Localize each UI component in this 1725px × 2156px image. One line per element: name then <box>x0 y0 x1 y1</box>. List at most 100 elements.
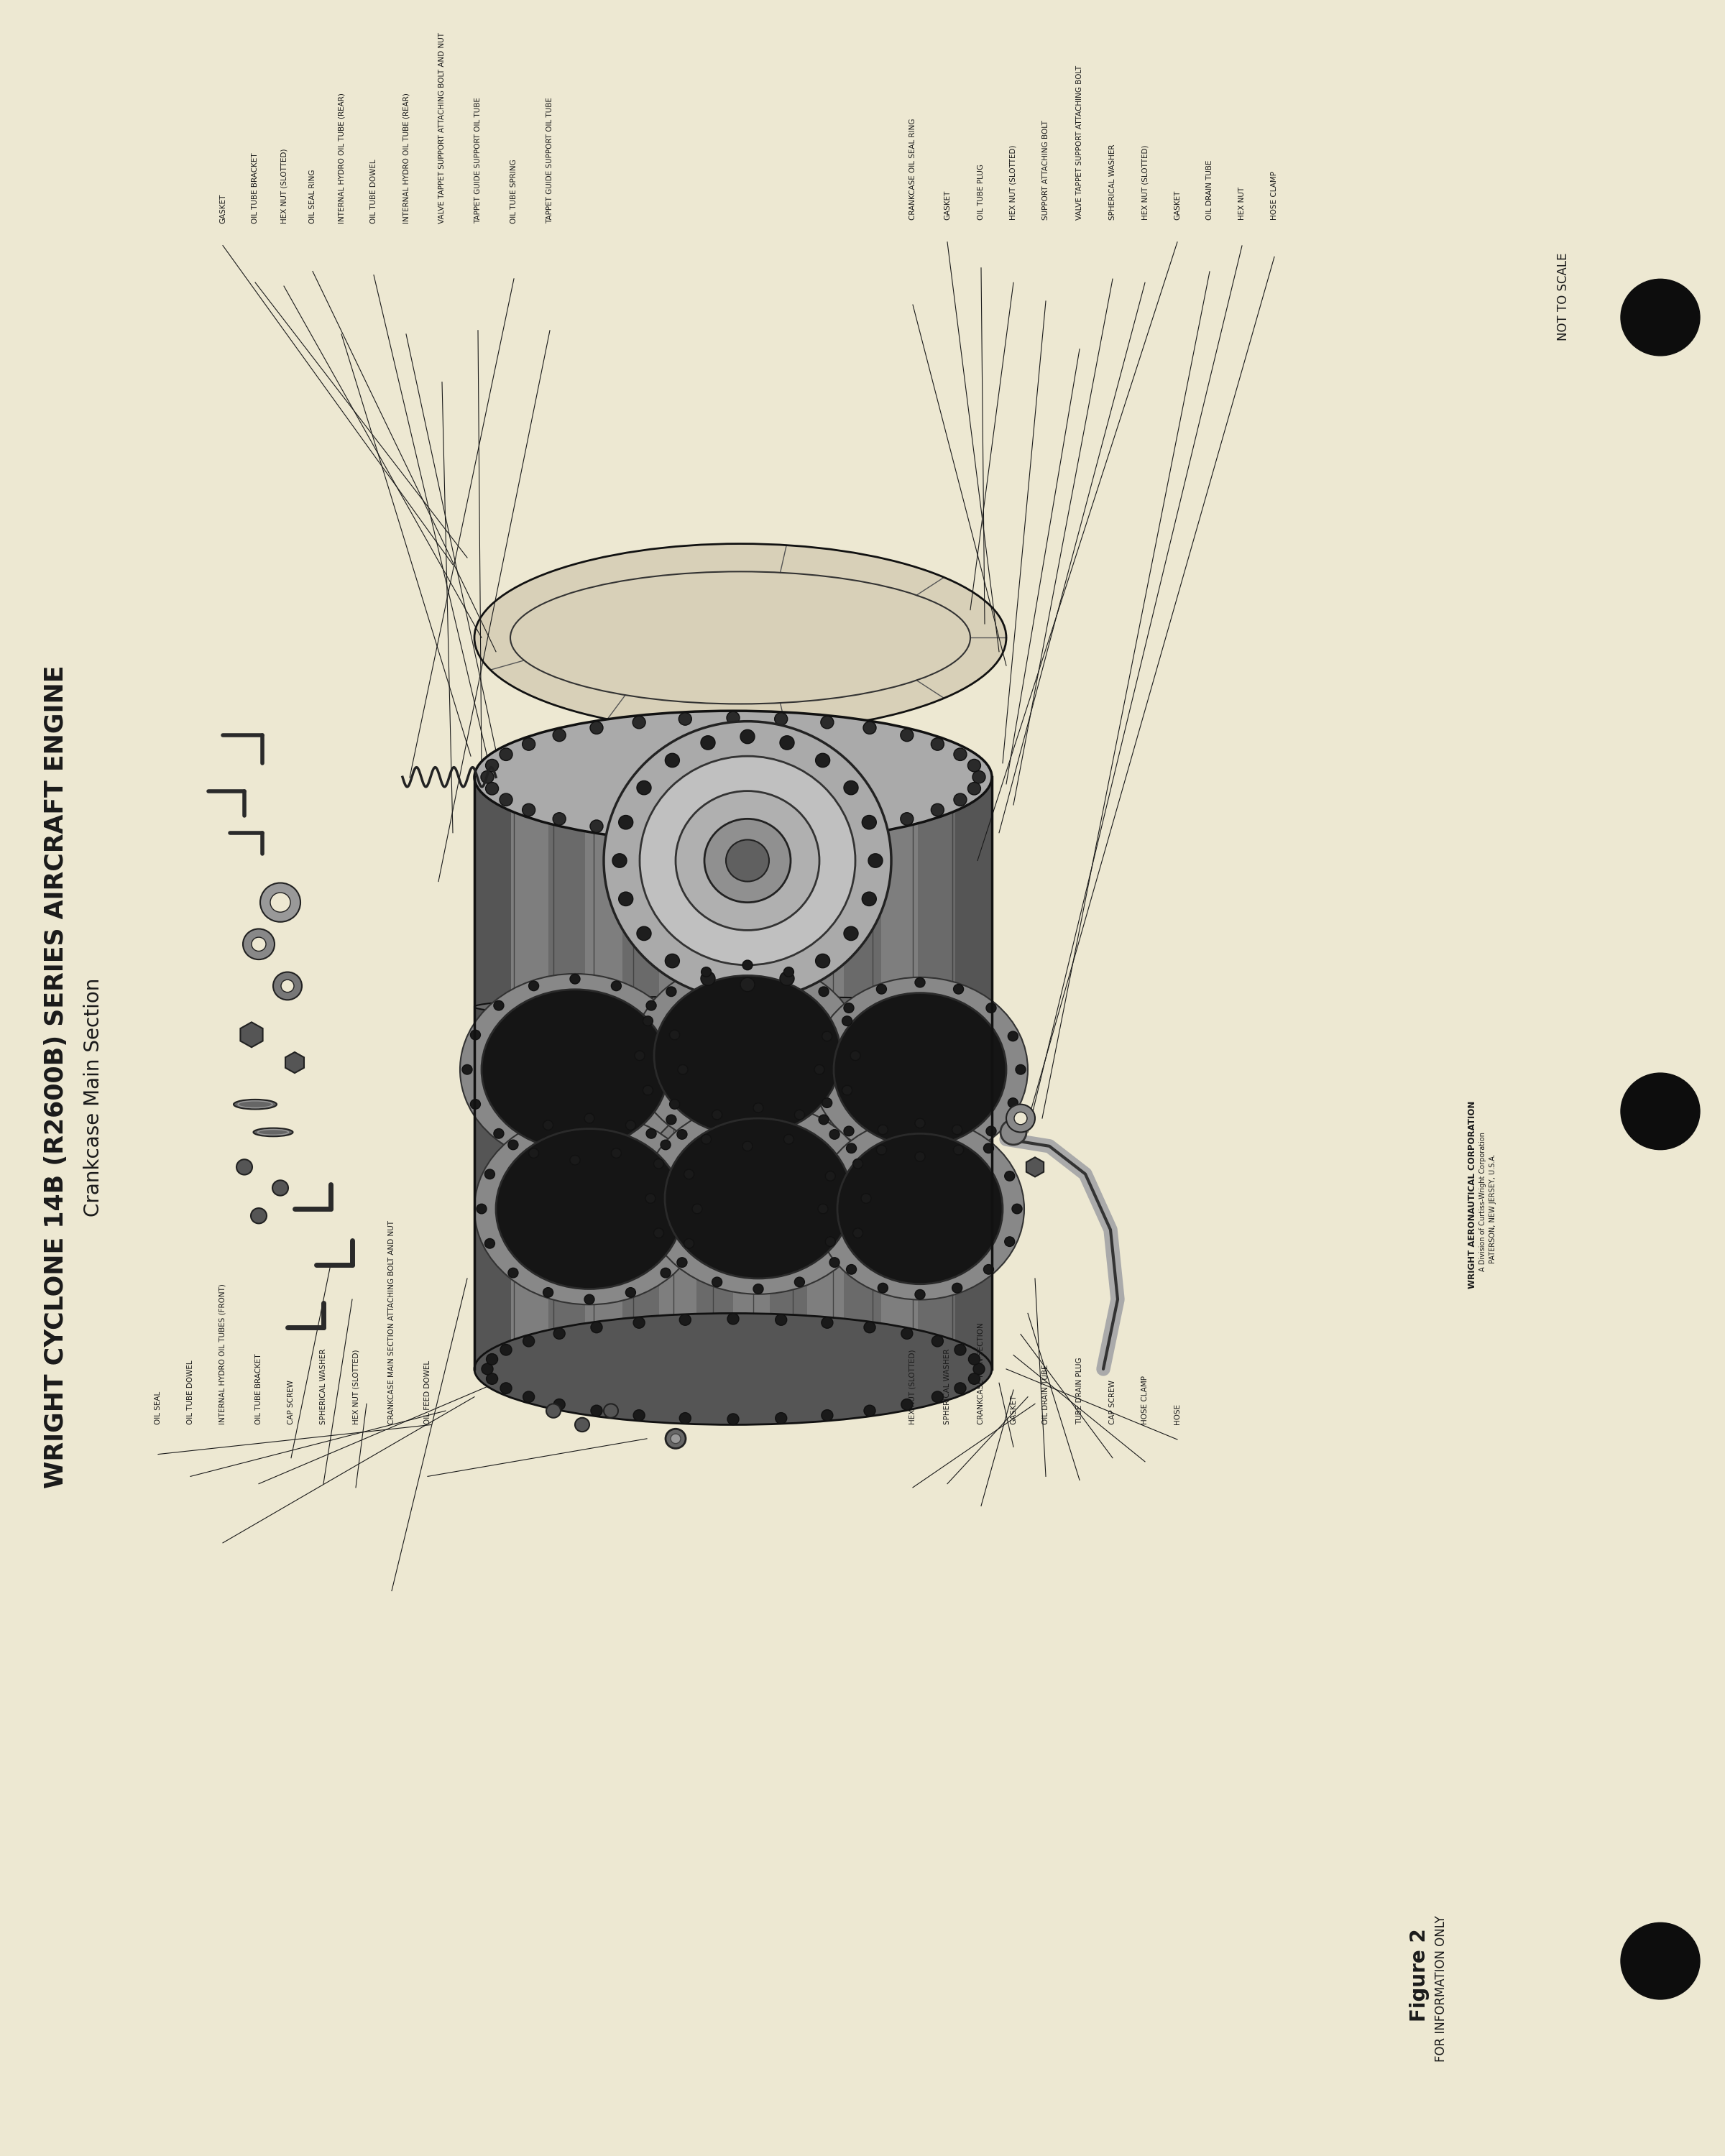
Circle shape <box>864 1322 876 1332</box>
Circle shape <box>728 1414 738 1425</box>
Circle shape <box>683 1238 693 1248</box>
Text: OIL FEED DOWEL: OIL FEED DOWEL <box>424 1360 431 1425</box>
Circle shape <box>868 854 883 867</box>
Text: OIL TUBE PLUG: OIL TUBE PLUG <box>978 164 985 220</box>
Circle shape <box>612 854 626 867</box>
Circle shape <box>643 1084 654 1095</box>
Text: A Division of Curtiss-Wright Corporation: A Division of Curtiss-Wright Corporation <box>1480 1132 1487 1272</box>
Text: HEX NUT (SLOTTED): HEX NUT (SLOTTED) <box>1142 144 1149 220</box>
Circle shape <box>795 1110 804 1119</box>
Circle shape <box>878 1283 888 1294</box>
Text: HOSE: HOSE <box>1173 1404 1182 1425</box>
Circle shape <box>626 1121 637 1130</box>
Text: OIL DRAIN TUBE: OIL DRAIN TUBE <box>1206 160 1213 220</box>
Circle shape <box>852 1229 862 1238</box>
Circle shape <box>552 813 566 826</box>
Circle shape <box>876 985 887 994</box>
Bar <box>623 776 659 1369</box>
Circle shape <box>932 737 944 750</box>
Bar <box>733 776 769 1369</box>
Circle shape <box>273 1179 288 1197</box>
Circle shape <box>844 780 859 796</box>
Circle shape <box>844 927 859 940</box>
Bar <box>697 776 733 1369</box>
Circle shape <box>1014 1112 1026 1125</box>
Circle shape <box>814 1065 825 1074</box>
Circle shape <box>633 716 645 729</box>
Circle shape <box>968 783 982 796</box>
Ellipse shape <box>816 1119 1025 1300</box>
Circle shape <box>678 714 692 724</box>
Ellipse shape <box>254 1128 293 1136</box>
Circle shape <box>523 1391 535 1401</box>
Circle shape <box>775 1315 787 1326</box>
Circle shape <box>1004 1171 1014 1181</box>
Ellipse shape <box>474 711 992 843</box>
Circle shape <box>669 1031 680 1039</box>
Circle shape <box>844 1125 854 1136</box>
Circle shape <box>783 968 794 977</box>
Circle shape <box>704 819 790 903</box>
Circle shape <box>819 987 828 996</box>
Circle shape <box>754 1104 762 1112</box>
Circle shape <box>523 804 535 817</box>
Text: HEX NUT (SLOTTED): HEX NUT (SLOTTED) <box>1009 144 1018 220</box>
Circle shape <box>243 929 274 959</box>
Circle shape <box>861 1194 871 1203</box>
Text: PATERSON, NEW JERSEY, U.S.A.: PATERSON, NEW JERSEY, U.S.A. <box>1489 1153 1497 1263</box>
Text: SPHERICAL WASHER: SPHERICAL WASHER <box>1109 144 1116 220</box>
Circle shape <box>554 1399 566 1410</box>
Circle shape <box>983 1266 994 1274</box>
Circle shape <box>900 1328 913 1339</box>
Circle shape <box>569 1156 580 1164</box>
Circle shape <box>712 1276 723 1287</box>
Polygon shape <box>1026 1158 1044 1177</box>
Circle shape <box>740 977 756 992</box>
Text: Figure 2: Figure 2 <box>1409 1927 1430 2022</box>
Circle shape <box>678 1065 688 1074</box>
Text: TAPPET GUIDE SUPPORT OIL TUBE: TAPPET GUIDE SUPPORT OIL TUBE <box>474 97 481 224</box>
Circle shape <box>847 1266 856 1274</box>
Bar <box>844 776 881 1369</box>
Circle shape <box>954 1145 964 1156</box>
Circle shape <box>740 729 756 744</box>
Circle shape <box>1622 1074 1699 1149</box>
Bar <box>585 776 623 1369</box>
Circle shape <box>700 1134 711 1145</box>
Circle shape <box>666 1115 676 1125</box>
Circle shape <box>775 828 788 841</box>
Circle shape <box>1006 1104 1035 1132</box>
Text: NOT TO SCALE: NOT TO SCALE <box>1558 252 1570 341</box>
Circle shape <box>780 972 794 985</box>
Text: Crankcase Main Section: Crankcase Main Section <box>83 979 104 1216</box>
Ellipse shape <box>461 975 690 1164</box>
Circle shape <box>914 1151 925 1162</box>
Polygon shape <box>240 1022 262 1048</box>
Circle shape <box>954 1343 966 1356</box>
Ellipse shape <box>481 990 669 1149</box>
Circle shape <box>862 893 876 906</box>
Circle shape <box>569 975 580 983</box>
Ellipse shape <box>833 994 1006 1147</box>
Text: VALVE TAPPET SUPPORT ATTACHING BOLT: VALVE TAPPET SUPPORT ATTACHING BOLT <box>1076 65 1083 220</box>
Circle shape <box>821 716 833 729</box>
Circle shape <box>574 1419 590 1432</box>
Circle shape <box>952 1283 963 1294</box>
Circle shape <box>676 1257 687 1268</box>
Circle shape <box>528 1149 538 1158</box>
Text: OIL TUBE SPRING: OIL TUBE SPRING <box>511 160 518 224</box>
Bar <box>956 776 992 1369</box>
Text: HEX NUT: HEX NUT <box>1239 188 1245 220</box>
Circle shape <box>862 815 876 830</box>
Circle shape <box>481 1363 493 1376</box>
Circle shape <box>271 893 290 912</box>
Circle shape <box>485 1238 495 1248</box>
Circle shape <box>862 722 876 733</box>
Circle shape <box>590 1406 602 1416</box>
Circle shape <box>850 1050 861 1061</box>
Bar <box>474 776 511 1369</box>
Circle shape <box>500 1343 512 1356</box>
Bar <box>807 776 844 1369</box>
Circle shape <box>914 1119 925 1128</box>
Circle shape <box>783 1134 794 1145</box>
